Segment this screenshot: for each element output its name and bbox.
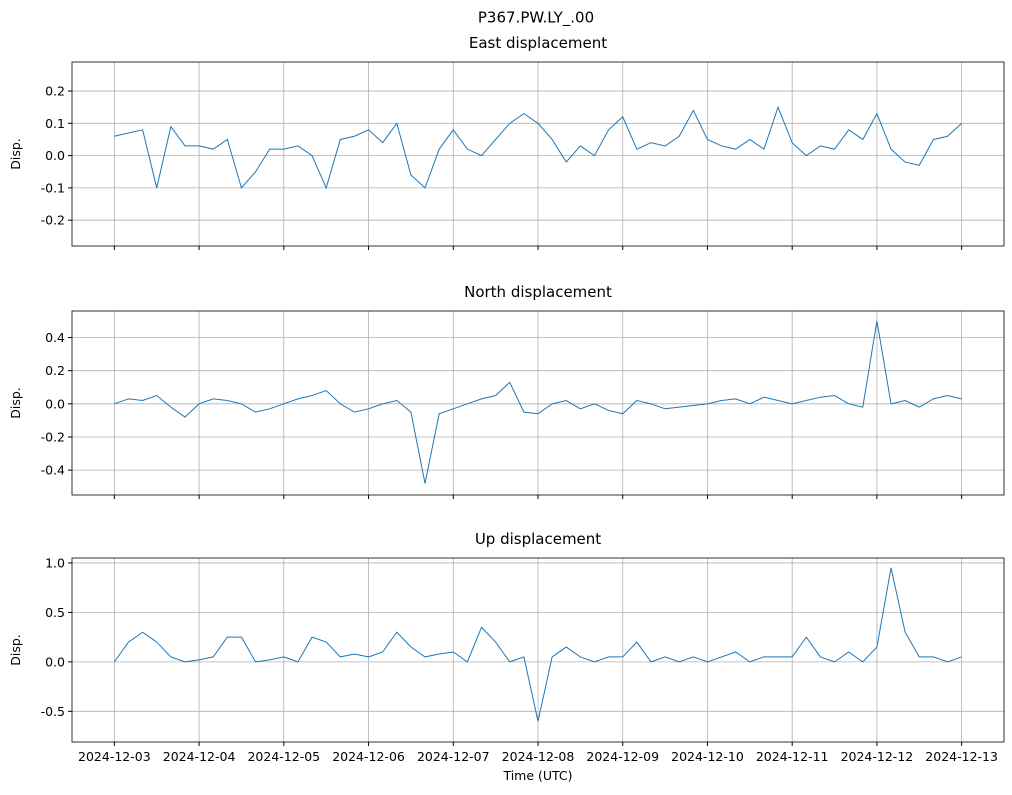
- panel-title: North displacement: [464, 283, 612, 301]
- y-tick-label: -0.4: [41, 463, 65, 478]
- y-tick-label: 1.0: [45, 555, 65, 570]
- y-axis-label: Disp.: [8, 634, 23, 666]
- y-tick-label: 0.0: [45, 654, 65, 669]
- x-tick-label: 2024-12-03: [78, 749, 151, 764]
- plot-frame: [71, 557, 1005, 743]
- y-tick-label: 0.2: [45, 84, 65, 99]
- y-tick-label: -0.1: [41, 180, 65, 195]
- y-tick-label: 0.1: [45, 116, 65, 131]
- x-tick-label: 2024-12-05: [247, 749, 320, 764]
- data-line: [113, 567, 962, 722]
- x-tick-label: 2024-12-10: [671, 749, 744, 764]
- x-tick-label: 2024-12-06: [332, 749, 405, 764]
- y-tick-label: 0.4: [45, 330, 65, 345]
- data-line: [114, 320, 962, 484]
- y-tick-label: 0.0: [45, 148, 65, 163]
- y-axis-label: Disp.: [8, 387, 23, 419]
- y-tick-label: -0.2: [41, 213, 65, 228]
- x-tick-label: 2024-12-09: [586, 749, 659, 764]
- figure-title: P367.PW.LY_.00: [478, 9, 594, 28]
- x-axis-label: Time (UTC): [502, 768, 572, 783]
- y-tick-label: 0.0: [45, 396, 65, 411]
- plot-frame: [71, 310, 1005, 496]
- plot-frame: [71, 61, 1005, 247]
- x-tick-label: 2024-12-04: [163, 749, 236, 764]
- y-tick-label: 0.2: [45, 363, 65, 378]
- x-tick-label: 2024-12-11: [756, 749, 829, 764]
- y-tick-label: -0.5: [41, 704, 65, 719]
- data-line: [114, 105, 962, 190]
- y-tick-label: -0.2: [41, 429, 65, 444]
- x-tick-label: 2024-12-13: [925, 749, 998, 764]
- y-axis-label: Disp.: [8, 138, 23, 170]
- panel-title: Up displacement: [475, 530, 601, 548]
- x-tick-label: 2024-12-12: [841, 749, 914, 764]
- panel-title: East displacement: [469, 34, 607, 52]
- x-tick-label: 2024-12-08: [502, 749, 575, 764]
- x-tick-label: 2024-12-07: [417, 749, 490, 764]
- y-tick-label: 0.5: [45, 605, 65, 620]
